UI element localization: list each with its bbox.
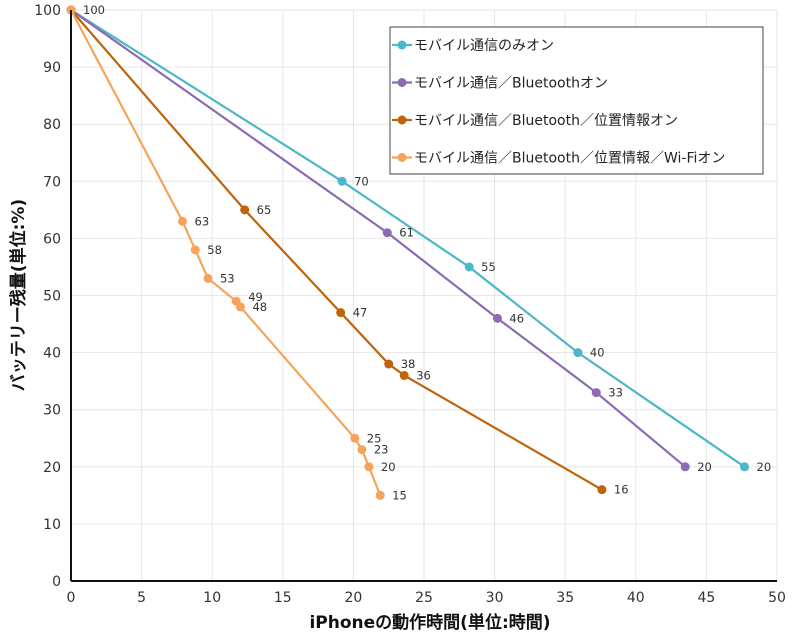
x-tick-label: 30: [486, 590, 504, 606]
data-label: 55: [481, 260, 496, 274]
data-point: [382, 228, 392, 238]
data-label: 16: [614, 483, 629, 497]
data-point: [680, 462, 690, 472]
y-tick-label: 50: [43, 289, 61, 305]
legend-label: モバイル通信のみオン: [414, 38, 554, 54]
data-point: [399, 370, 409, 380]
x-axis-label: iPhoneの動作時間(単位:時間): [309, 612, 550, 633]
data-label: 36: [416, 368, 431, 382]
series-line: [70, 9, 603, 491]
y-tick-label: 0: [52, 574, 61, 590]
data-label: 48: [252, 300, 267, 314]
legend-label: モバイル通信／Bluetoothオン: [414, 76, 608, 92]
data-label: 33: [608, 386, 623, 400]
legend-item: モバイル通信／Bluetooth／位置情報／Wi-Fiオン: [392, 151, 725, 167]
data-label: 61: [399, 226, 414, 240]
data-point: [464, 262, 474, 272]
legend-swatch-marker: [397, 115, 407, 125]
data-point: [492, 313, 502, 323]
data-label: 70: [354, 174, 369, 188]
y-tick-label: 40: [43, 346, 61, 362]
y-tick-label: 100: [34, 3, 61, 19]
data-label: 40: [590, 346, 605, 360]
series-line: [70, 9, 382, 496]
data-label: 23: [374, 443, 389, 457]
data-label: 53: [220, 271, 235, 285]
data-label: 20: [381, 460, 396, 474]
x-tick-label: 15: [274, 590, 292, 606]
data-label: 63: [195, 214, 210, 228]
data-label: 25: [367, 431, 382, 445]
x-tick-label: 50: [768, 590, 786, 606]
data-point: [597, 485, 607, 495]
data-point: [337, 176, 347, 186]
y-tick-label: 30: [43, 403, 61, 419]
y-tick-label: 10: [43, 517, 61, 533]
legend-item: モバイル通信／Bluetoothオン: [392, 76, 608, 92]
data-label: 58: [207, 243, 222, 257]
data-point: [336, 308, 346, 318]
data-label: 47: [353, 306, 368, 320]
data-point: [375, 490, 385, 500]
x-tick-label: 45: [697, 590, 715, 606]
x-tick-label: 0: [67, 590, 76, 606]
data-point: [203, 273, 213, 283]
data-label: 20: [757, 460, 772, 474]
data-label: 65: [257, 203, 272, 217]
data-label: 100: [83, 3, 105, 17]
data-label: 15: [392, 488, 407, 502]
legend-box: [389, 26, 764, 175]
data-point: [190, 245, 200, 255]
x-tick-label: 40: [627, 590, 645, 606]
data-point: [573, 348, 583, 358]
data-point: [240, 205, 250, 215]
y-tick-label: 20: [43, 460, 61, 476]
data-point: [591, 388, 601, 398]
data-label: 46: [509, 311, 524, 325]
legend-swatch-marker: [397, 153, 407, 162]
data-point: [235, 302, 245, 312]
legend-label: モバイル通信／Bluetooth／位置情報オン: [414, 113, 678, 129]
y-tick-label: 80: [43, 117, 61, 133]
tick-labels: 0 10 20 30 40 50 60 70 80 90 100 0 5 10 15 20 25 30 35 40 45…: [34, 3, 786, 606]
legend-swatch-marker: [397, 78, 407, 87]
data-point: [350, 433, 360, 443]
data-label: 38: [401, 357, 416, 371]
data-label: 20: [697, 460, 712, 474]
data-point: [740, 462, 750, 472]
x-tick-label: 35: [556, 590, 574, 606]
x-tick-label: 20: [344, 590, 362, 606]
x-tick-label: 25: [415, 590, 433, 606]
legend-swatch-marker: [397, 40, 407, 50]
legend-item: モバイル通信／Bluetooth／位置情報オン: [392, 113, 678, 129]
legend-item: モバイル通信のみオン: [392, 38, 554, 54]
legend: モバイル通信のみオンモバイル通信／Bluetoothオンモバイル通信／Bluet…: [389, 26, 764, 175]
x-tick-label: 5: [137, 590, 146, 606]
x-tick-label: 10: [203, 590, 221, 606]
data-point: [357, 445, 367, 455]
y-tick-label: 70: [43, 174, 61, 190]
legend-label: モバイル通信／Bluetooth／位置情報／Wi-Fiオン: [414, 151, 725, 167]
data-point: [364, 462, 374, 472]
y-axis-label: バッテリー残量(単位:%): [8, 199, 29, 391]
y-tick-label: 90: [43, 60, 61, 76]
axes: [70, 10, 777, 582]
data-label: 49: [248, 290, 263, 304]
y-tick-label: 60: [43, 231, 61, 247]
data-point: [384, 359, 394, 369]
series-1: 100 70 55 40 20: [66, 3, 772, 474]
data-point: [178, 216, 188, 226]
